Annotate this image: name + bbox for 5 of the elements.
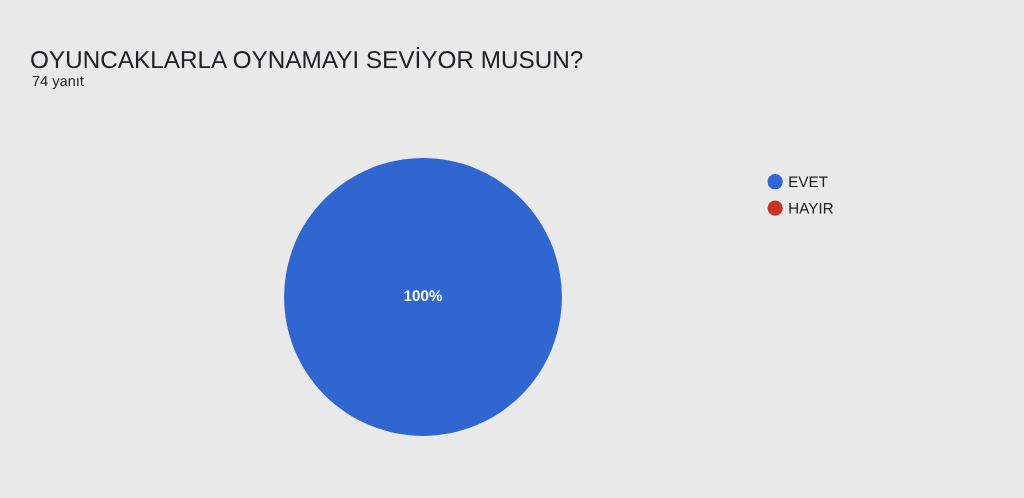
- data-label: 100%: [404, 290, 443, 302]
- text: 74 yanıt: [32, 75, 84, 90]
- legend-label: HAYIR: [789, 203, 833, 214]
- chart-title: OYUNCAKLARLA OYNAMAYI SEVİYOR MUSUN?: [31, 46, 583, 69]
- legend-label: EVET: [789, 176, 828, 188]
